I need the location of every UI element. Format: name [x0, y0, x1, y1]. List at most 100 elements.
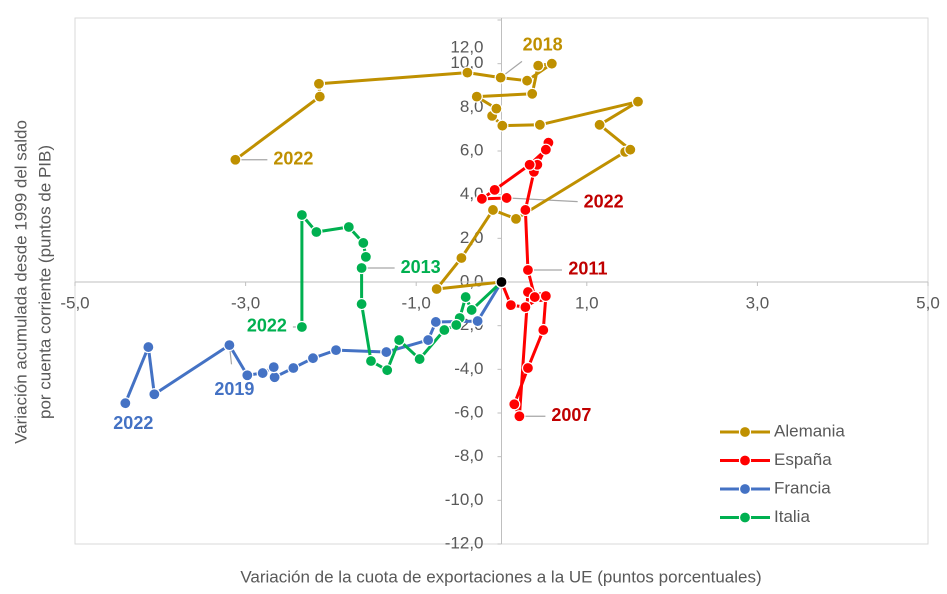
point: [256, 366, 269, 380]
series-line: [123, 281, 503, 404]
legend-label: Italia: [774, 507, 810, 526]
point: [488, 183, 501, 196]
point: [459, 290, 472, 304]
point: [359, 250, 372, 263]
y-axis-title: Variación acumulada desde 1999 del saldo: [11, 120, 30, 444]
point: [148, 388, 161, 401]
point: [430, 282, 443, 296]
point: [355, 261, 368, 275]
point: [593, 118, 606, 131]
annotation: 2022: [584, 192, 624, 212]
x-tick-label: -1,0: [402, 293, 431, 312]
legend-marker: [738, 454, 752, 467]
point: [508, 398, 521, 411]
point: [500, 191, 513, 205]
point: [513, 410, 526, 423]
x-tick-label: -3,0: [231, 293, 260, 312]
point: [364, 354, 378, 368]
point: [381, 364, 394, 377]
leader-line: [506, 197, 578, 203]
annotation: 2013: [401, 257, 441, 277]
point: [631, 95, 645, 108]
x-tick-label: 5,0: [916, 293, 940, 312]
point: [295, 208, 308, 222]
point: [422, 333, 435, 347]
point: [624, 143, 637, 156]
point: [504, 299, 517, 312]
x-tick-label: 3,0: [746, 293, 770, 312]
point: [521, 263, 535, 277]
point: [267, 361, 280, 374]
x-axis-title: Variación de la cuota de exportaciones a…: [240, 567, 761, 586]
y-tick-label: -12,0: [445, 533, 484, 552]
point: [520, 74, 534, 87]
point: [490, 102, 503, 115]
point: [496, 119, 509, 132]
y-tick-label: -10,0: [445, 490, 484, 509]
y-tick-label: -6,0: [454, 402, 483, 421]
y-tick-label: 0,0: [460, 271, 484, 290]
point: [295, 320, 308, 334]
point: [523, 158, 536, 171]
annotation: 2019: [214, 379, 254, 399]
point: [310, 225, 323, 239]
x-tick-label: -5,0: [60, 293, 89, 312]
point: [470, 90, 483, 103]
legend-label: España: [774, 450, 832, 469]
annotation: 2022: [247, 316, 287, 336]
point: [486, 203, 500, 217]
point: [494, 71, 507, 84]
annotation: 2011: [568, 259, 607, 279]
point: [342, 220, 355, 234]
point: [539, 289, 552, 303]
point: [537, 323, 550, 337]
point: [526, 87, 539, 100]
legend-label: Francia: [774, 478, 831, 497]
point: [119, 397, 132, 410]
y-tick-label: -8,0: [454, 446, 483, 465]
annotation: 2022: [113, 413, 153, 433]
origin-point: [495, 275, 508, 289]
x-tick-label: 1,0: [575, 293, 599, 312]
y-tick-label: 10,0: [450, 53, 483, 72]
point: [268, 371, 281, 384]
point: [241, 369, 254, 382]
annotation: 2007: [551, 405, 591, 425]
legend-marker: [738, 511, 752, 524]
point: [142, 340, 155, 354]
point: [438, 323, 451, 337]
point: [229, 153, 242, 166]
point: [313, 90, 326, 103]
annotation: 2022: [273, 148, 313, 168]
point: [223, 338, 236, 352]
point: [380, 345, 393, 359]
point: [312, 77, 326, 90]
legend-marker: [738, 482, 752, 496]
y-tick-label: 6,0: [460, 140, 484, 159]
point: [393, 333, 406, 347]
point: [475, 192, 488, 205]
y-axis-title: por cuenta corriente (puntos de PIB): [35, 145, 54, 419]
series-line: [234, 62, 640, 291]
point: [509, 212, 523, 226]
point: [329, 344, 343, 357]
point: [413, 352, 426, 366]
point: [519, 203, 532, 217]
point: [306, 352, 320, 365]
point: [545, 57, 558, 70]
point: [455, 251, 468, 265]
point: [471, 314, 484, 328]
y-tick-label: 12,0: [450, 37, 483, 56]
point: [465, 303, 478, 317]
point: [355, 297, 368, 311]
point: [519, 301, 532, 314]
point: [539, 143, 552, 156]
point: [450, 318, 463, 332]
legend-marker: [738, 425, 752, 439]
annotation: 2018: [523, 34, 563, 54]
point: [533, 118, 546, 131]
point: [521, 361, 535, 375]
legend-label: Alemania: [774, 421, 845, 440]
point: [357, 236, 370, 250]
